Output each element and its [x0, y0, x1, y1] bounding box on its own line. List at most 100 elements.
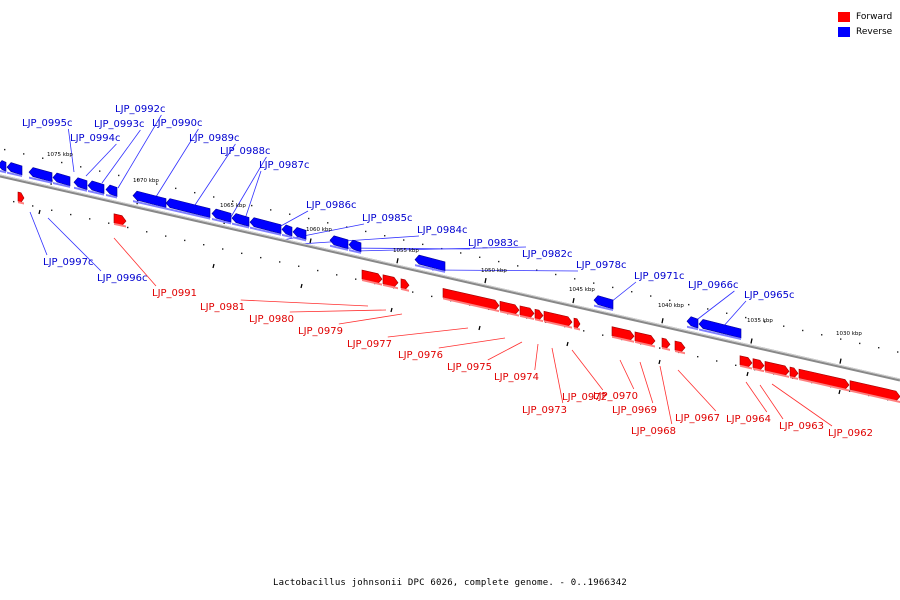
- gene-label-ljp-0976: LJP_0976: [398, 350, 443, 361]
- guide-dot-bottom: [127, 226, 129, 229]
- gene-label-ljp-0996c: LJP_0996c: [97, 273, 148, 284]
- scale-labels: 1075 kbp 1070 kbp 1065 kbp 1060 kbp 1055 kbp…: [47, 152, 862, 337]
- forward-gene-block: [573, 317, 581, 329]
- forward-gene-shadow: [675, 350, 685, 355]
- forward-gene-block: [499, 300, 520, 315]
- forward-gene-block: [849, 380, 900, 402]
- scale-ticks: [38, 179, 842, 395]
- callout-line-ljp-0970: [619, 359, 635, 390]
- callout-line-ljp-0963: [759, 384, 784, 420]
- forward-gene-shadow: [612, 335, 634, 343]
- guide-dot-bottom: [108, 222, 110, 224]
- callout-line-ljp-0978c: [431, 269, 579, 272]
- guide-dot-bottom: [165, 235, 167, 237]
- guide-dot-top: [859, 342, 861, 345]
- callout-line-ljp-0976: [438, 337, 506, 349]
- guide-dot-bottom: [583, 330, 585, 332]
- callout-line-ljp-0973: [551, 347, 564, 404]
- guide-dot-top: [707, 308, 709, 310]
- reverse-gene-block: [414, 254, 446, 272]
- legend-forward-label: Forward: [856, 11, 893, 22]
- guide-dot-bottom: [336, 274, 338, 276]
- guide-dot-top: [4, 148, 6, 151]
- forward-gene-block: [661, 337, 671, 350]
- guide-dot-top: [175, 187, 177, 190]
- callout-line-ljp-0965c: [721, 300, 747, 329]
- guide-dot-top: [517, 265, 519, 267]
- callout-line-ljp-0972: [571, 349, 604, 391]
- gene-label-ljp-0969: LJP_0969: [612, 405, 657, 416]
- gene-label-ljp-0989c: LJP_0989c: [189, 133, 240, 144]
- reverse-gene-block: [249, 217, 282, 235]
- guide-dot-top: [194, 191, 196, 194]
- guide-dot-top: [460, 252, 462, 254]
- forward-gene-block: [17, 191, 25, 203]
- guide-dot-bottom: [697, 355, 699, 358]
- reverse-gene-block: [73, 177, 88, 191]
- reverse-gene-shadow: [29, 176, 52, 184]
- minor-tick: [658, 359, 661, 365]
- guide-dot-bottom: [32, 205, 34, 207]
- forward-gene-shadow: [443, 297, 499, 313]
- callout-line-ljp-0981: [240, 299, 369, 307]
- guide-dot-top: [308, 217, 310, 220]
- forward-gene-shadow: [500, 310, 519, 317]
- forward-gene-shadow: [401, 287, 409, 292]
- gene-label-ljp-0983c: LJP_0983c: [468, 238, 519, 249]
- guide-dot-top: [365, 230, 367, 233]
- guide-dot-top: [23, 153, 25, 155]
- gene-label-ljp-0967: LJP_0967: [675, 413, 720, 424]
- guide-dot-top: [726, 312, 728, 314]
- gene-label-ljp-0995c: LJP_0995c: [22, 118, 73, 129]
- guide-dot-bottom: [716, 360, 718, 362]
- callout-line-ljp-0962: [771, 383, 833, 427]
- legend-forward: Forward: [838, 9, 892, 24]
- forward-gene-shadow: [850, 389, 900, 403]
- gene-label-ljp-0978c: LJP_0978c: [576, 260, 627, 271]
- reverse-gene-shadow: [699, 328, 741, 340]
- forward-gene-block: [674, 340, 686, 353]
- gene-label-ljp-0988c: LJP_0988c: [220, 146, 271, 157]
- callout-lines: [29, 114, 833, 427]
- scale-label-1065-kbp: 1065 kbp: [220, 203, 246, 209]
- gene-label-ljp-0972: LJP_0972: [562, 392, 607, 403]
- callout-line-ljp-0989c: [192, 143, 236, 209]
- reverse-gene-shadow: [250, 226, 281, 236]
- guide-dot-bottom: [431, 295, 433, 298]
- reverse-gene-block: [28, 167, 53, 183]
- forward-gene-shadow: [362, 279, 382, 286]
- guide-dot-top: [156, 183, 158, 185]
- reverse-gene-shadow: [349, 249, 361, 254]
- reverse-gene-block: [132, 190, 167, 209]
- guide-dot-top: [631, 291, 633, 293]
- gene-label-ljp-0974: LJP_0974: [494, 372, 539, 383]
- gene-label-ljp-0966c: LJP_0966c: [688, 280, 739, 291]
- forward-gene-block: [543, 310, 573, 327]
- forward-gene-block: [752, 358, 765, 371]
- reverse-gene-shadow: [53, 182, 70, 188]
- forward-gene-block: [798, 368, 850, 390]
- gene-label-ljp-0982c: LJP_0982c: [522, 249, 573, 260]
- callout-line-ljp-0964: [745, 381, 768, 413]
- minor-tick: [38, 209, 41, 215]
- guide-dot-top: [80, 166, 82, 168]
- callout-line-ljp-0990c: [153, 128, 199, 201]
- reverse-gene-block: [329, 235, 349, 250]
- forward-gene-block: [442, 288, 500, 311]
- forward-gene-shadow: [790, 376, 798, 380]
- callout-line-ljp-0975: [487, 341, 523, 361]
- guide-dot-top: [593, 282, 595, 284]
- reverse-gene-shadow: [687, 325, 698, 331]
- guide-dot-bottom: [13, 200, 15, 203]
- gene-label-ljp-0963: LJP_0963: [779, 421, 824, 432]
- gene-features: [0, 160, 900, 403]
- gene-label-ljp-0977: LJP_0977: [347, 339, 392, 350]
- guide-dot-top: [61, 161, 63, 164]
- scale-tick: [661, 318, 664, 324]
- reverse-gene-shadow: [166, 207, 210, 220]
- reverse-gene-block: [348, 239, 362, 253]
- scale-label-1050-kbp: 1050 kbp: [481, 268, 507, 274]
- minor-tick: [478, 325, 481, 331]
- scale-label-1030-kbp: 1030 kbp: [836, 331, 862, 337]
- guide-dot-bottom: [260, 256, 262, 259]
